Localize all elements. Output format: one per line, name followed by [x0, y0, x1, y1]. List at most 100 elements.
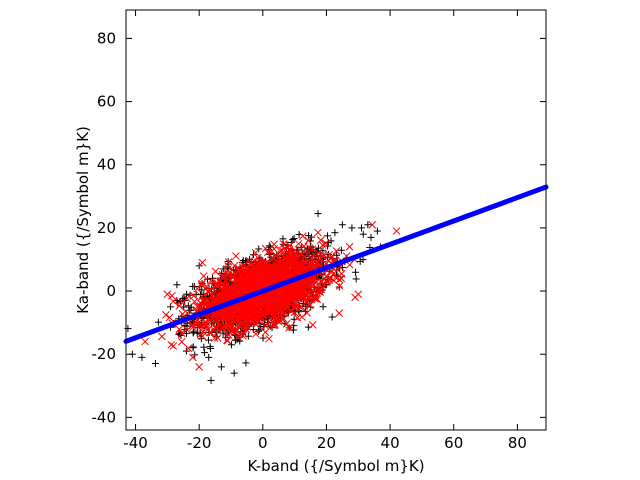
- x-tick-label: 60: [444, 434, 463, 452]
- cross-marker: [210, 334, 219, 343]
- plus-marker: [228, 341, 236, 349]
- plus-marker: [204, 336, 212, 344]
- x-tick-label: 40: [381, 434, 400, 452]
- x-tick-label: -40: [123, 434, 148, 452]
- cross-marker: [230, 261, 239, 270]
- plus-marker: [242, 359, 250, 367]
- plus-marker: [173, 281, 181, 289]
- plus-marker: [182, 290, 190, 298]
- y-tick-label: 40: [97, 156, 116, 174]
- cross-marker: [270, 240, 278, 249]
- plus-marker: [183, 322, 191, 330]
- plus-marker: [287, 238, 295, 246]
- plus-marker: [337, 246, 345, 254]
- plus-marker: [279, 235, 287, 243]
- cross-marker: [167, 340, 176, 349]
- cross-marker: [304, 236, 313, 245]
- plus-marker: [189, 344, 197, 352]
- plus-marker: [207, 376, 215, 384]
- y-tick-label: 60: [97, 93, 116, 111]
- cross-marker: [169, 342, 178, 350]
- y-axis-label: Ka-band ({/Symbol m}K): [74, 126, 92, 314]
- plus-marker: [352, 268, 360, 276]
- plus-marker: [290, 235, 298, 243]
- plus-marker: [300, 300, 308, 308]
- cross-marker: [198, 258, 207, 267]
- fit-line-layer: [123, 184, 549, 344]
- plus-marker: [259, 334, 267, 342]
- plus-marker: [319, 303, 327, 311]
- plus-marker: [190, 328, 198, 336]
- cross-marker: [314, 228, 322, 237]
- plus-marker: [180, 303, 188, 311]
- cross-marker: [162, 311, 170, 319]
- plus-marker: [367, 233, 375, 241]
- cross-marker: [195, 362, 204, 371]
- plot-frame: [125, 9, 547, 431]
- cross-marker: [308, 321, 317, 329]
- x-tick-label: 0: [258, 434, 268, 452]
- plus-marker: [364, 221, 372, 229]
- y-tick-label: 20: [97, 219, 116, 237]
- plus-marker: [239, 256, 247, 264]
- cross-marker: [223, 336, 231, 345]
- plus-marker: [201, 349, 209, 357]
- plus-marker: [124, 325, 132, 333]
- cross-marker: [211, 267, 220, 276]
- plus-marker: [352, 275, 360, 283]
- cross-marker: [298, 232, 307, 240]
- cross-marker: [169, 297, 178, 306]
- cross-marker: [261, 321, 270, 330]
- fit-line: [123, 184, 549, 344]
- plus-marker: [255, 245, 263, 253]
- cross-marker: [392, 227, 401, 235]
- cross-marker: [141, 337, 149, 346]
- plus-marker: [182, 347, 190, 355]
- plus-marker: [356, 257, 364, 265]
- plus-marker: [217, 363, 225, 371]
- plus-marker: [348, 224, 356, 232]
- plus-marker: [205, 353, 213, 361]
- cross-marker: [303, 308, 311, 317]
- plus-marker: [197, 335, 205, 343]
- plus-marker: [230, 369, 238, 377]
- plus-marker: [357, 224, 365, 232]
- plus-marker: [154, 318, 162, 326]
- cross-marker: [232, 252, 240, 260]
- plus-marker: [359, 230, 367, 238]
- cross-marker: [351, 293, 359, 302]
- plus-marker: [331, 229, 339, 237]
- cross-marker: [177, 338, 186, 346]
- plus-marker: [314, 210, 322, 218]
- x-axis-label: K-band ({/Symbol m}K): [247, 457, 424, 475]
- x-tick-label: 20: [317, 434, 336, 452]
- plus-marker: [208, 274, 216, 282]
- cross-marker: [265, 334, 273, 343]
- cross-marker: [199, 272, 208, 280]
- y-tick-label: 80: [97, 29, 116, 47]
- plus-marker: [338, 221, 346, 229]
- cross-marker: [261, 328, 270, 337]
- plus-marker: [151, 359, 159, 367]
- cross-marker: [345, 242, 354, 251]
- plus-marker: [206, 343, 214, 351]
- cross-marker: [158, 332, 166, 341]
- y-tick-label: -20: [92, 345, 117, 363]
- y-tick-label: 0: [106, 282, 116, 300]
- data-points-layer: [124, 210, 401, 384]
- plus-marker: [324, 242, 332, 250]
- plus-marker: [138, 353, 146, 361]
- plus-marker: [323, 232, 331, 240]
- plus-marker: [335, 283, 343, 291]
- y-tick-label: -40: [92, 408, 117, 426]
- x-tick-label: 80: [508, 434, 527, 452]
- ticks-layer: -40 -20 0 20 40 60 80 -40 -20 0 20 40 60 80: [92, 10, 546, 452]
- plus-marker: [305, 232, 313, 240]
- plus-marker: [373, 227, 381, 235]
- plus-marker: [200, 343, 208, 351]
- cross-marker: [337, 269, 346, 278]
- cross-marker: [294, 239, 303, 248]
- x-tick-label: -20: [187, 434, 212, 452]
- plus-marker: [192, 290, 200, 298]
